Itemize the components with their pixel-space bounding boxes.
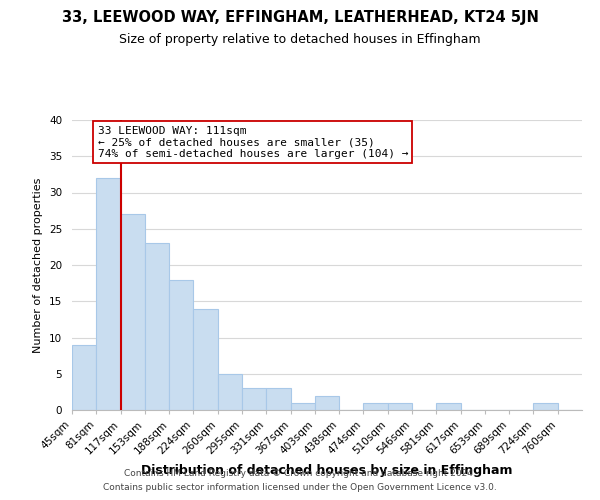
Bar [145,244,169,410]
Bar [290,403,315,410]
Bar [169,280,193,410]
Text: 33, LEEWOOD WAY, EFFINGHAM, LEATHERHEAD, KT24 5JN: 33, LEEWOOD WAY, EFFINGHAM, LEATHERHEAD,… [62,10,538,25]
Text: Contains HM Land Registry data © Crown copyright and database right 2024.: Contains HM Land Registry data © Crown c… [124,468,476,477]
Bar [315,396,339,410]
Text: Size of property relative to detached houses in Effingham: Size of property relative to detached ho… [119,32,481,46]
X-axis label: Distribution of detached houses by size in Effingham: Distribution of detached houses by size … [141,464,513,477]
Bar [266,388,290,410]
Bar [533,403,558,410]
Text: Contains public sector information licensed under the Open Government Licence v3: Contains public sector information licen… [103,484,497,492]
Bar [242,388,266,410]
Bar [364,403,388,410]
Y-axis label: Number of detached properties: Number of detached properties [34,178,43,352]
Bar [193,308,218,410]
Bar [436,403,461,410]
Bar [121,214,145,410]
Bar [96,178,121,410]
Bar [388,403,412,410]
Bar [218,374,242,410]
Bar [72,345,96,410]
Text: 33 LEEWOOD WAY: 111sqm
← 25% of detached houses are smaller (35)
74% of semi-det: 33 LEEWOOD WAY: 111sqm ← 25% of detached… [97,126,408,159]
